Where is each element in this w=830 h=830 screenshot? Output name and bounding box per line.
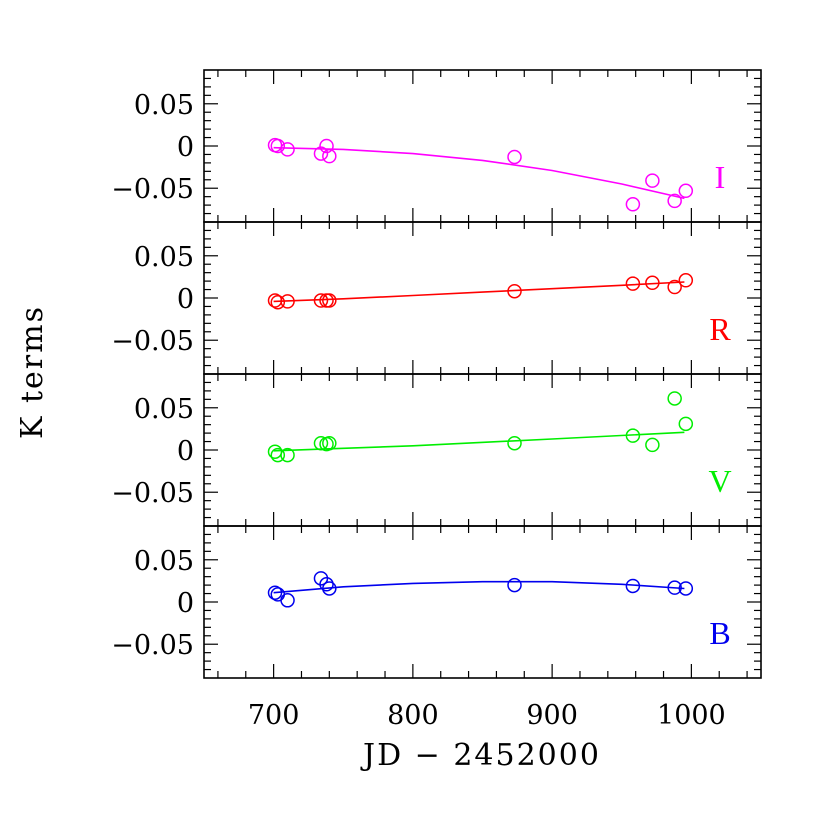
data-point-I: [322, 148, 337, 164]
y-tick-label: 0: [177, 132, 194, 163]
y-tick-label: 0.05: [134, 90, 194, 121]
data-point-R: [625, 276, 641, 291]
data-point-I: [319, 138, 334, 154]
data-point-R: [313, 293, 329, 308]
x-axis-title: JD − 2452000: [360, 738, 601, 773]
panel-frame: [203, 69, 762, 223]
y-axis-title: K terms: [15, 305, 50, 439]
data-point-I: [313, 146, 329, 161]
data-point-I: [625, 197, 641, 212]
fit-line-B: [273, 580, 685, 594]
data-point-I: [270, 138, 286, 154]
data-point-B: [267, 585, 283, 600]
data-point-V: [678, 416, 694, 432]
panel-frame: [203, 525, 762, 679]
panel-label-I: I: [715, 159, 726, 195]
data-point-V: [322, 435, 337, 451]
panel-R: 0.05 0 −0.05 R: [111, 221, 762, 375]
data-point-V: [667, 391, 682, 406]
y-tick-label: −0.05: [111, 326, 194, 357]
y-tick-label: 0.05: [134, 546, 194, 577]
panels-layer: 0.05 0 −0.05 I 0.05 0 −0.05 R 0.05 0 −0.05 V 0.05 0 −0…: [111, 69, 762, 679]
data-point-R: [507, 283, 522, 299]
data-point-R: [280, 294, 295, 309]
panel-label-B: B: [709, 615, 730, 651]
y-tick-label: 0: [177, 436, 194, 467]
panel-I: 0.05 0 −0.05 I: [111, 69, 762, 223]
data-point-V: [645, 437, 660, 453]
data-point-B: [667, 580, 682, 595]
data-point-V: [270, 447, 286, 463]
data-point-I: [507, 149, 522, 165]
data-point-B: [319, 577, 334, 592]
panel-V: 0.05 0 −0.05 V: [111, 373, 762, 527]
fit-line-I: [273, 146, 685, 200]
y-tick-label: −0.05: [111, 630, 194, 661]
x-tick-label: 1000: [657, 700, 726, 731]
panel-frame: [203, 221, 762, 375]
data-point-I: [678, 183, 694, 199]
data-point-I: [667, 193, 682, 209]
data-point-R: [270, 294, 286, 310]
panel-label-V: V: [708, 463, 731, 499]
fit-line-R: [273, 281, 685, 303]
x-tick-label: 800: [387, 700, 439, 731]
data-point-I: [645, 173, 660, 188]
data-point-R: [645, 275, 660, 291]
y-tick-label: 0.05: [134, 242, 194, 273]
y-tick-label: 0: [177, 284, 194, 315]
x-tick-label: 900: [526, 700, 578, 731]
fit-line-V: [273, 431, 685, 452]
data-point-B: [507, 577, 522, 593]
y-tick-label: −0.05: [111, 478, 194, 509]
data-point-V: [313, 435, 329, 451]
data-point-R: [667, 279, 682, 295]
panel-label-R: R: [709, 311, 731, 347]
x-tick-labels: 700 800 900 1000: [248, 700, 726, 731]
data-point-B: [625, 578, 641, 594]
y-tick-label: 0.05: [134, 394, 194, 425]
y-tick-label: −0.05: [111, 174, 194, 205]
data-point-V: [507, 435, 522, 451]
data-point-B: [322, 581, 337, 596]
data-point-V: [625, 428, 641, 443]
data-point-B: [678, 581, 694, 596]
data-point-B: [280, 593, 295, 608]
panel-B: 0.05 0 −0.05 B: [111, 525, 762, 679]
data-point-R: [678, 273, 694, 288]
data-point-V: [267, 444, 283, 459]
y-tick-label: 0: [177, 588, 194, 619]
x-tick-label: 700: [248, 700, 300, 731]
data-point-R: [322, 293, 337, 308]
data-point-V: [280, 447, 295, 463]
data-point-I: [280, 142, 295, 157]
